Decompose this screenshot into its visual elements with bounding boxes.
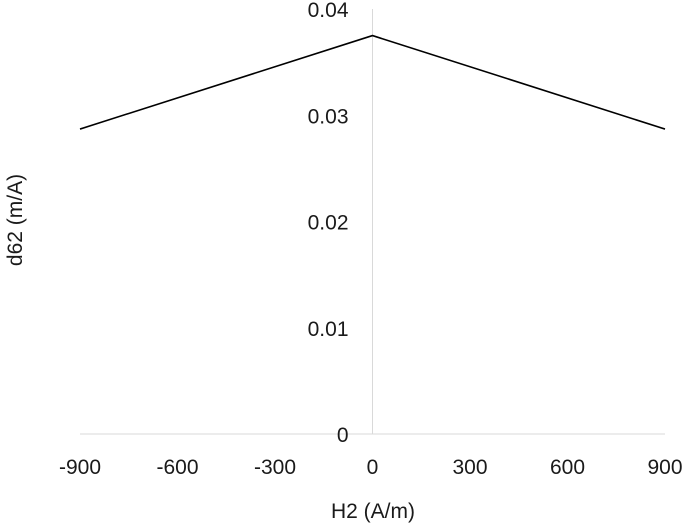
x-tick-label: 600 [550, 456, 585, 479]
x-tick-label: 0 [367, 456, 379, 479]
x-tick-label: -600 [156, 456, 198, 479]
x-tick-label: 900 [647, 456, 682, 479]
y-tick-label: 0 [337, 424, 349, 447]
y-axis-title: d62 (m/A) [4, 174, 27, 266]
y-tick-label: 0.04 [308, 0, 349, 22]
y-tick-label: 0.01 [308, 318, 349, 341]
x-tick-label: -300 [254, 456, 296, 479]
x-tick-label: 300 [452, 456, 487, 479]
x-axis-title: H2 (A/m) [331, 500, 415, 523]
x-tick-label: -900 [59, 456, 101, 479]
series-group [79, 34, 666, 130]
series-line [79, 34, 666, 130]
y-tick-label: 0.02 [308, 212, 349, 235]
x-tick-labels: -900 -600 -300 0 300 600 900 [59, 456, 683, 479]
y-tick-label: 0.03 [308, 105, 349, 128]
y-tick-labels: 0 0.01 0.02 0.03 0.04 [308, 0, 349, 447]
